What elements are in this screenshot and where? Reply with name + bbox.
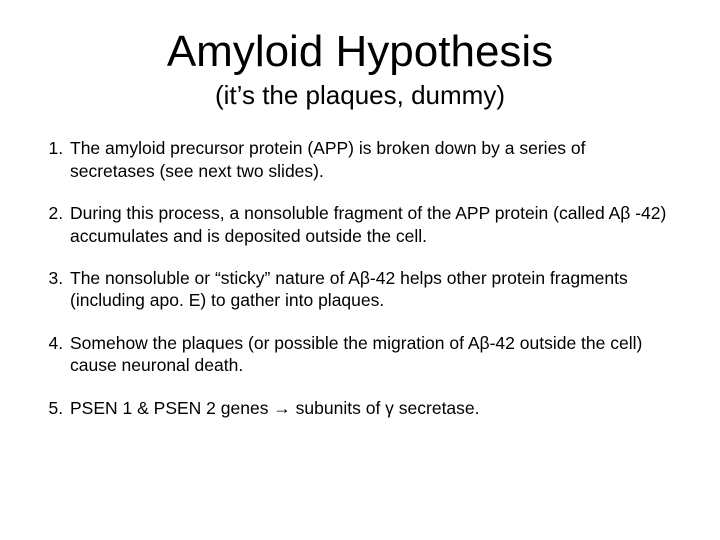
list-item: PSEN 1 & PSEN 2 genes → subunits of γ se… (68, 397, 672, 419)
slide-subtitle: (it’s the plaques, dummy) (40, 80, 680, 111)
slide-title: Amyloid Hypothesis (40, 28, 680, 76)
list-item: During this process, a nonsoluble fragme… (68, 202, 672, 247)
list-item: Somehow the plaques (or possible the mig… (68, 332, 672, 377)
list-item: The nonsoluble or “sticky” nature of Aβ-… (68, 267, 672, 312)
bullet-list: The amyloid precursor protein (APP) is b… (40, 137, 680, 419)
slide: Amyloid Hypothesis (it’s the plaques, du… (0, 0, 720, 540)
list-item: The amyloid precursor protein (APP) is b… (68, 137, 672, 182)
